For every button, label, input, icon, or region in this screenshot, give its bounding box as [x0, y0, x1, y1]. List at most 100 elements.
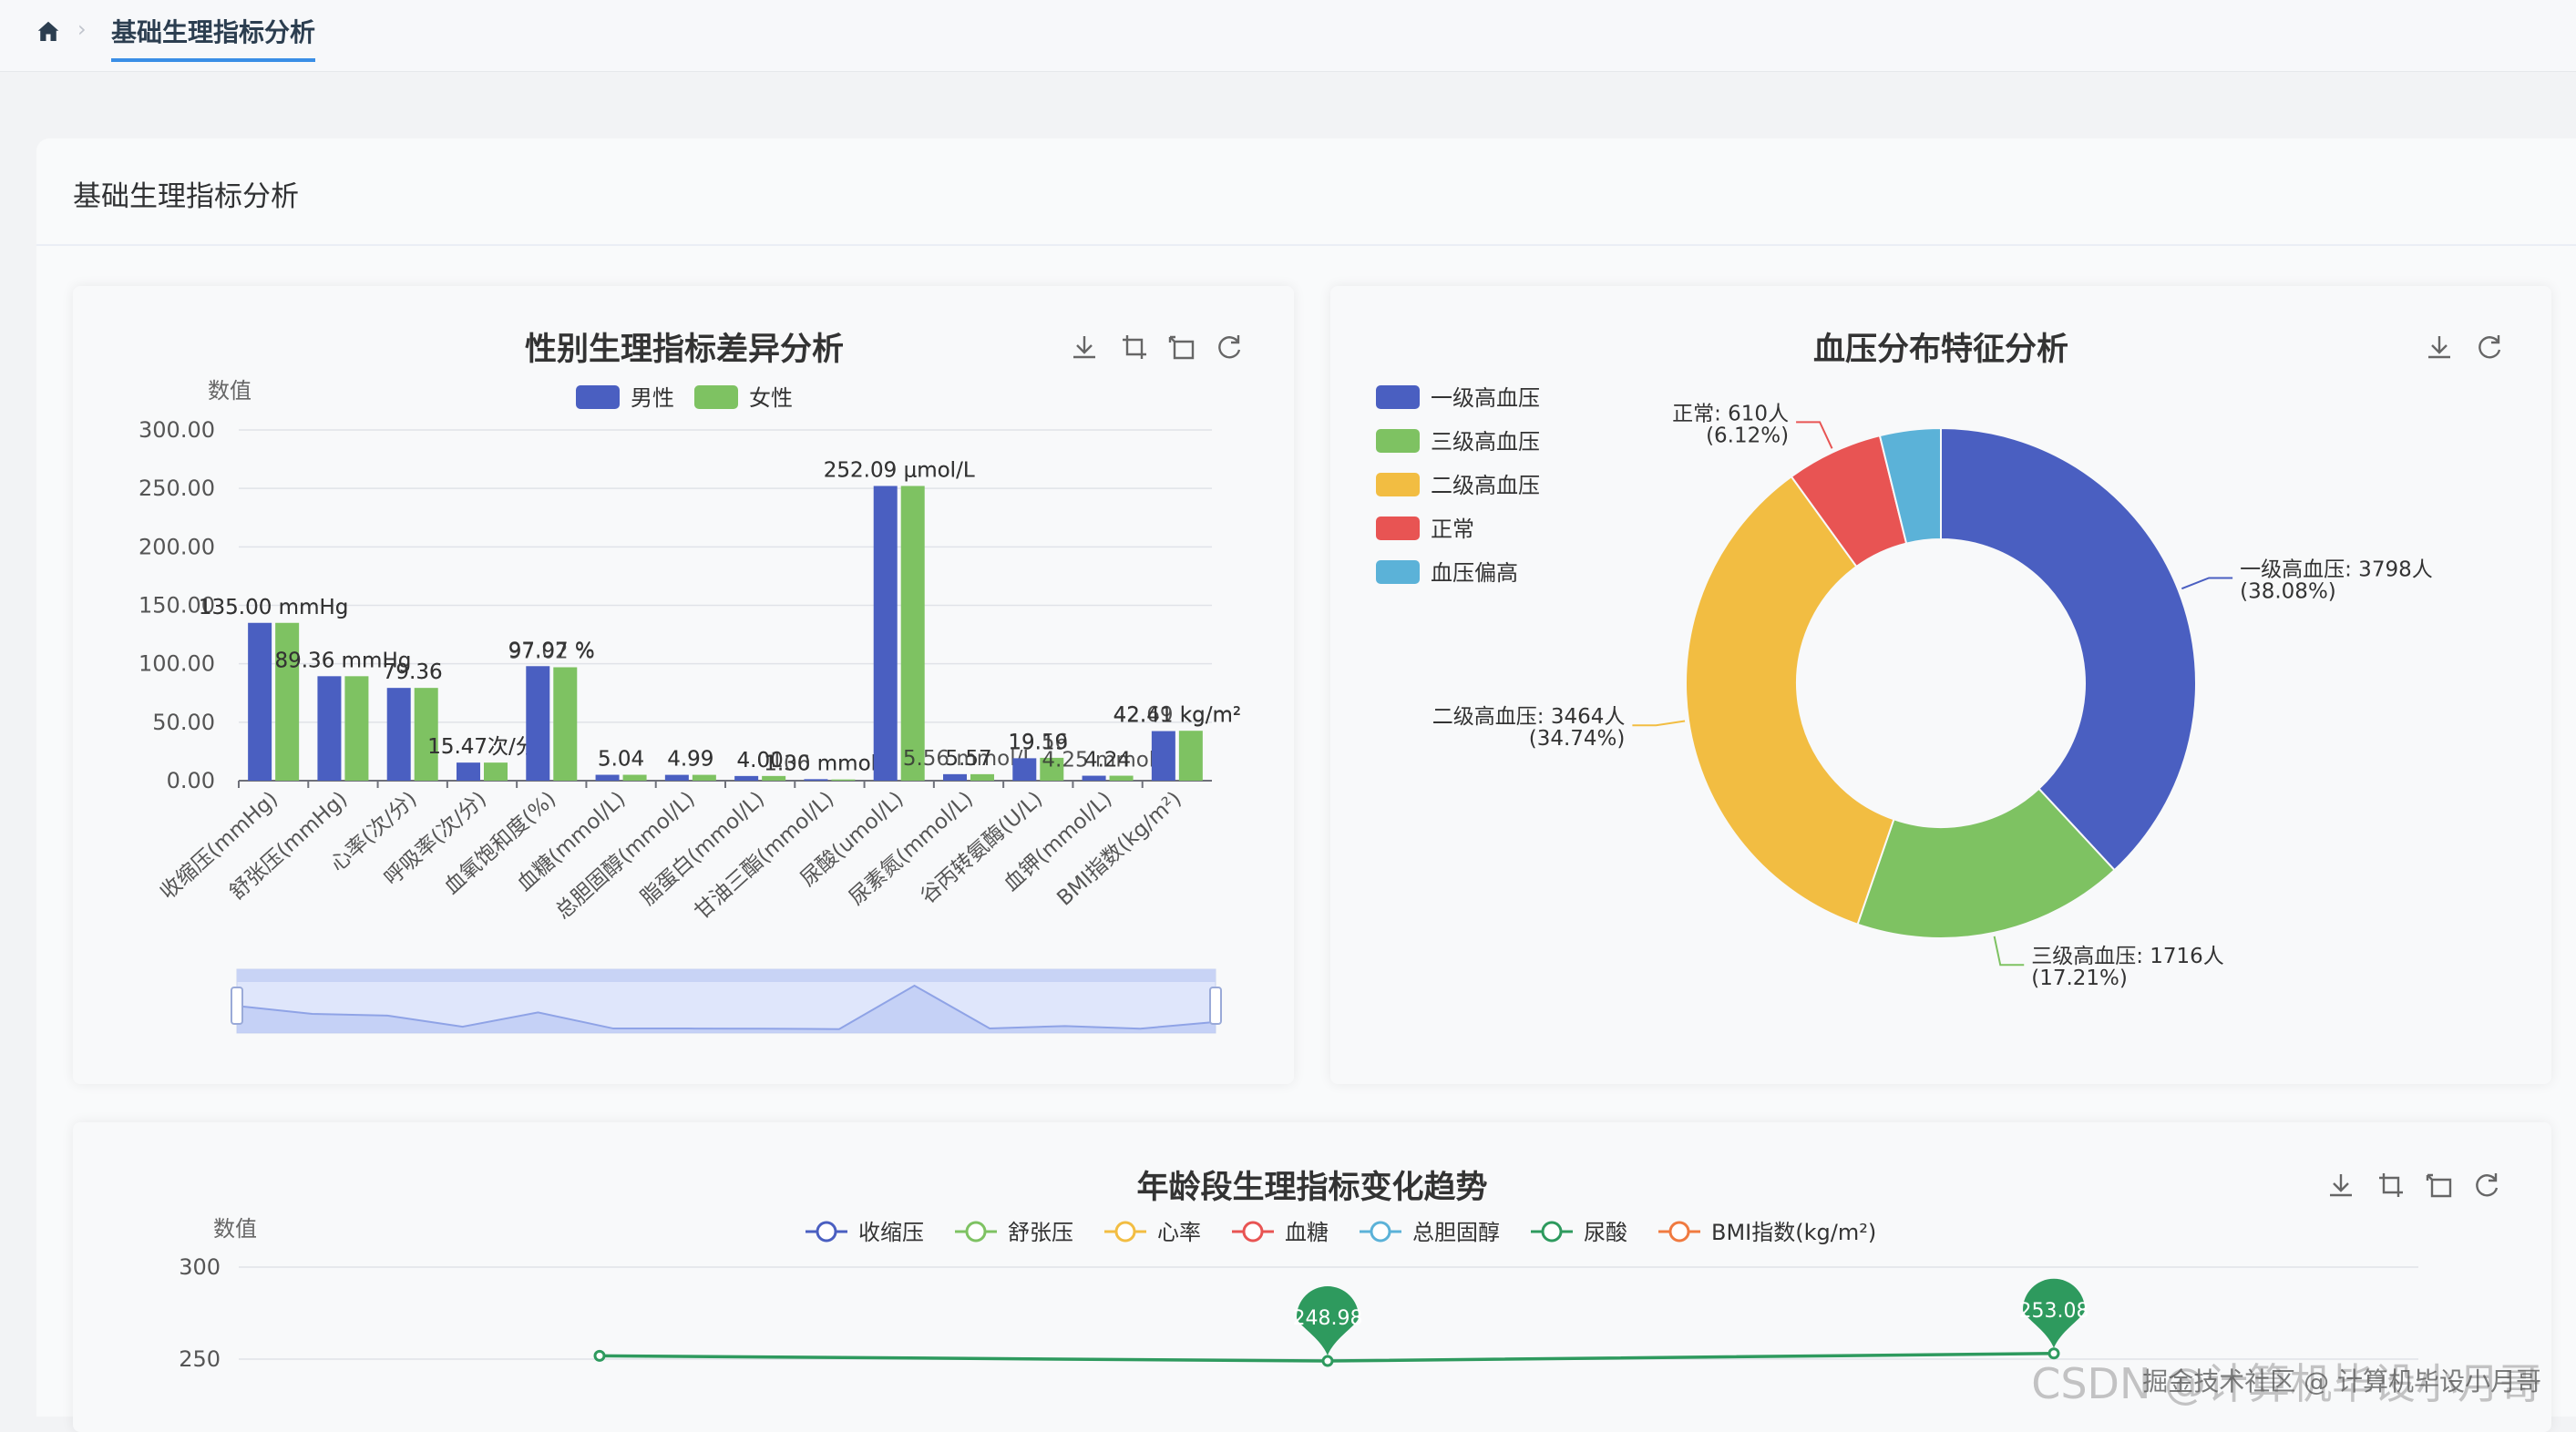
bar-value-label: 135.00 mmHg: [199, 596, 349, 619]
bar: [275, 622, 300, 781]
legend-label: BMI指数(kg/m²): [1711, 1220, 1876, 1245]
legend-label: 总胆固醇: [1412, 1220, 1500, 1245]
legend-label: 女性: [749, 385, 793, 411]
label-leader-line: [1632, 720, 1686, 727]
legend-label: 尿酸: [1584, 1220, 1627, 1245]
bar-value-label: 4.01: [737, 749, 784, 772]
chevron-right-icon: ›: [77, 16, 87, 42]
bar: [1012, 758, 1037, 781]
y-tick-label: 250.00: [139, 476, 215, 501]
download-icon[interactable]: [2325, 1170, 2356, 1201]
y-tick-label: 300.00: [139, 417, 215, 443]
bar: [664, 774, 689, 781]
label-leader-line: [1796, 421, 1833, 449]
zoom-reset-icon[interactable]: [2424, 1170, 2455, 1201]
legend-swatch: [694, 385, 738, 409]
bar: [1109, 775, 1134, 781]
zoom-select-icon[interactable]: [1119, 332, 1150, 363]
slice-percent-label: (38.08%): [2240, 579, 2336, 603]
bar-value-label: 5.04: [598, 748, 644, 772]
bar: [970, 773, 994, 781]
bar-value-label: 4.00: [737, 749, 784, 772]
bar-value-label: 1.06 mmol/L: [764, 752, 896, 776]
datazoom-preview-area: [237, 986, 1216, 1033]
bar: [526, 666, 550, 781]
legend-label: 一级高血压: [1431, 385, 1540, 411]
bar: [900, 486, 925, 781]
label-leader-line: [2181, 577, 2233, 590]
legend-label: 三级高血压: [1431, 429, 1540, 455]
markpoint-label: 253.08: [2019, 1300, 2089, 1323]
restore-icon[interactable]: [2471, 1170, 2502, 1201]
y-tick-label: 250: [179, 1346, 221, 1372]
bar-value-label: 89.36 mmHg: [274, 649, 411, 672]
legend-label: 舒张压: [1008, 1220, 1073, 1245]
bar: [457, 762, 480, 781]
legend-swatch: [1376, 473, 1420, 496]
pie-slice: [1940, 426, 2197, 872]
restore-icon[interactable]: [2474, 332, 2505, 363]
legend-marker: [1242, 1221, 1264, 1243]
y-axis-title: 数值: [213, 1216, 257, 1242]
breadcrumb-tab[interactable]: 基础生理指标分析: [111, 13, 316, 62]
slice-label: 一级高血压: 3798人: [2240, 557, 2433, 581]
pie-slice: [1878, 426, 1942, 545]
bar-value-label: 252.09 μmol/L: [824, 458, 975, 482]
y-tick-label: 0.00: [167, 768, 215, 793]
bar-value-label: 5.56 mmol/L: [903, 747, 1035, 771]
age-trend-title: 年龄段生理指标变化趋势: [1136, 1170, 1488, 1206]
zoom-reset-icon[interactable]: [1166, 332, 1197, 363]
slice-percent-label: (17.21%): [2031, 967, 2128, 990]
bar: [873, 486, 898, 781]
pie-slice: [1856, 787, 2116, 939]
bar: [248, 622, 272, 781]
bar: [943, 773, 967, 781]
bar: [553, 667, 578, 781]
bar: [344, 676, 369, 781]
bar-value-label: 252.09 μmol/L: [824, 458, 975, 482]
bp-chart-title: 血压分布特征分析: [1812, 332, 2069, 368]
series-point: [593, 1349, 606, 1362]
bar: [622, 774, 647, 781]
legend-label: 二级高血压: [1431, 473, 1540, 498]
bar-value-label: 4.99: [667, 748, 713, 772]
pie-slice: [1685, 475, 1895, 926]
datazoom-move-bar: [237, 969, 1216, 982]
bar-value-label: 1.30 mmol/L: [764, 752, 896, 775]
legend-label: 血糖: [1285, 1220, 1329, 1245]
bar-value-label: 97.02 %: [508, 639, 595, 663]
restore-icon[interactable]: [1214, 332, 1245, 363]
legend-swatch: [1376, 560, 1420, 584]
y-tick-label: 100.00: [139, 651, 215, 677]
slice-percent-label: (34.74%): [1529, 727, 1626, 751]
legend-swatch: [1376, 517, 1420, 540]
bar-value-label: 135.00 mmHg: [199, 596, 349, 619]
bp-chart-panel: [1330, 286, 2551, 1084]
home-icon[interactable]: [35, 18, 62, 46]
legend-swatch: [576, 385, 620, 409]
series-point: [1321, 1355, 1334, 1367]
download-icon[interactable]: [2424, 332, 2455, 363]
page-title: 基础生理指标分析: [73, 180, 299, 213]
datazoom-handle-right: [1209, 987, 1222, 1025]
legend-label: 心率: [1157, 1220, 1201, 1245]
bar-value-label: 5.04: [598, 748, 644, 772]
y-tick-label: 200.00: [139, 534, 215, 559]
legend-marker: [1370, 1221, 1391, 1243]
bar: [1082, 775, 1106, 781]
zoom-select-icon[interactable]: [2376, 1170, 2407, 1201]
bar-value-label: 89.36 mmHg: [274, 649, 411, 672]
bar-value-label: 79.36: [383, 660, 443, 684]
bar-value-label: 4.24: [1084, 749, 1131, 772]
legend-label: 血压偏高: [1431, 560, 1518, 586]
legend-label: 男性: [631, 385, 674, 411]
bar: [692, 774, 716, 781]
bar-value-label: 42.69 kg/m²: [1114, 703, 1241, 727]
bar-value-label: 19.19: [1008, 731, 1068, 754]
datazoom-preview-line: [236, 984, 1216, 1030]
slice-label: 正常: 610人: [1672, 402, 1789, 425]
bar: [414, 688, 438, 781]
download-icon[interactable]: [1069, 332, 1100, 363]
